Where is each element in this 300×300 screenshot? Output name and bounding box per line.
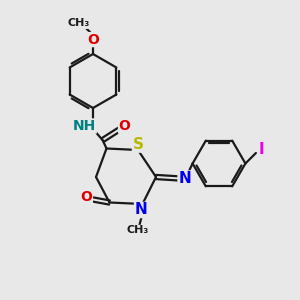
Text: CH₃: CH₃ <box>127 225 149 236</box>
Text: CH₃: CH₃ <box>68 18 90 28</box>
Text: O: O <box>87 33 99 46</box>
Text: I: I <box>258 142 264 157</box>
Text: O: O <box>80 190 92 204</box>
Text: N: N <box>178 171 191 186</box>
Text: O: O <box>118 119 130 133</box>
Text: S: S <box>133 137 143 152</box>
Text: N: N <box>135 202 147 217</box>
Text: NH: NH <box>73 119 96 133</box>
